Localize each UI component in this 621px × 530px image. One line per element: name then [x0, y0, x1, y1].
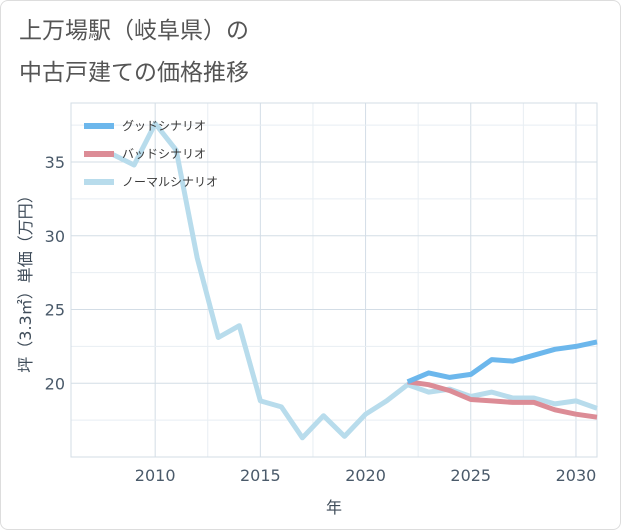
x-tick-label: 2020 — [345, 466, 386, 485]
x-tick-label: 2010 — [135, 466, 176, 485]
series-line — [406, 339, 598, 385]
y-tick-label: 30 — [45, 227, 65, 246]
plot-frame — [70, 102, 598, 458]
x-tick-label: 2015 — [240, 466, 281, 485]
chart-title-line1: 上万場駅（岐阜県）の — [19, 18, 249, 44]
x-tick-label: 2025 — [450, 466, 491, 485]
grid-lines — [71, 103, 597, 457]
series-line — [111, 121, 598, 441]
y-axis-title: 坪（3.3㎡）単価（万円） — [16, 187, 35, 372]
y-tick-label: 35 — [45, 153, 65, 172]
y-tick-label: 25 — [45, 301, 65, 320]
chart-title-line2: 中古戸建ての価格推移 — [19, 60, 249, 86]
x-axis-title: 年 — [326, 498, 342, 517]
x-tick-label: 2030 — [556, 466, 597, 485]
plot-border — [70, 102, 598, 458]
y-tick-label: 20 — [45, 374, 65, 393]
legend-label: ノーマルシナリオ — [122, 175, 218, 189]
series-line — [407, 379, 598, 420]
legend-label: グッドシナリオ — [122, 119, 206, 133]
series-lines — [111, 121, 598, 441]
legend-label: バッドシナリオ — [122, 147, 206, 161]
